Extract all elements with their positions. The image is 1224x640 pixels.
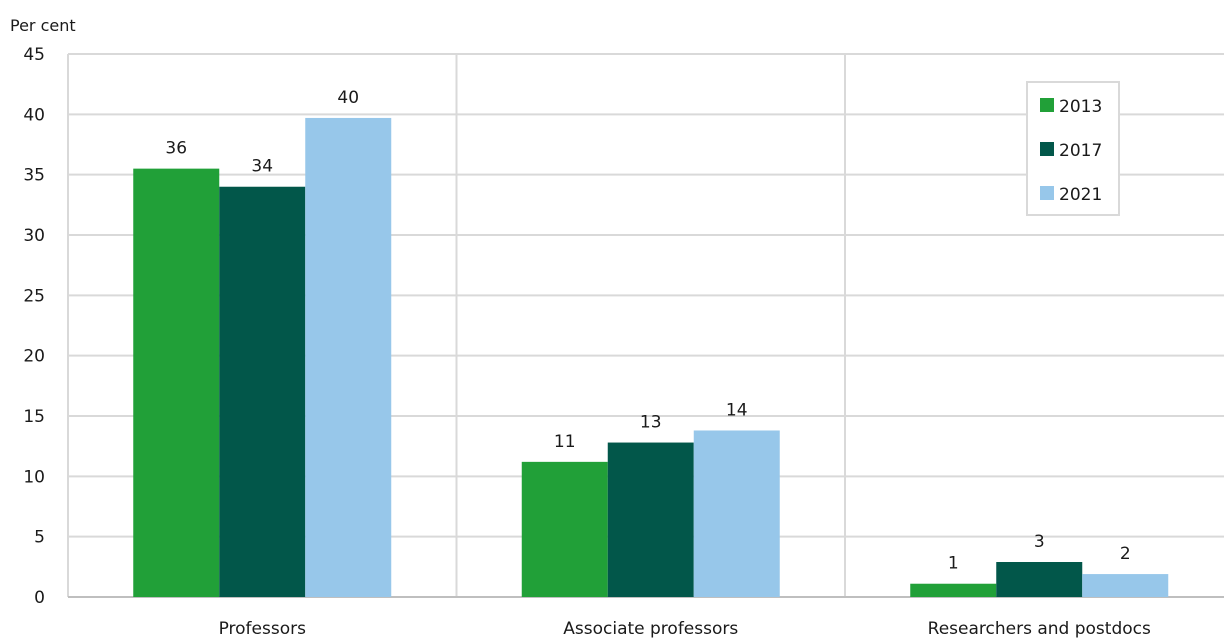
data-label-2021-0: 40 (337, 88, 359, 108)
bars (133, 117, 1169, 597)
data-label-2013-2: 1 (948, 554, 959, 574)
data-label-2013-0: 36 (165, 139, 187, 159)
bar-2013-1 (521, 461, 608, 597)
y-tick-label: 5 (34, 528, 45, 548)
y-axis-unit-label: Per cent (10, 16, 76, 35)
y-tick-label: 25 (23, 286, 45, 306)
y-tick-label: 35 (23, 166, 45, 186)
legend-swatch-2021 (1040, 186, 1054, 200)
legend: 2013 2017 2021 (1026, 81, 1120, 216)
y-tick-label: 15 (23, 407, 45, 427)
bar-2021-2 (1082, 574, 1169, 597)
data-label-2021-2: 2 (1120, 544, 1131, 564)
category-label: Professors (219, 619, 307, 639)
data-label-2021-1: 14 (726, 400, 748, 420)
y-tick-label: 40 (23, 105, 45, 125)
category-label: Researchers and postdocs (928, 619, 1151, 639)
legend-label-2021: 2021 (1059, 185, 1102, 205)
bar-2021-1 (693, 430, 780, 597)
data-label-2013-1: 11 (554, 432, 576, 452)
data-label-2017-1: 13 (640, 413, 662, 433)
legend-label-2017: 2017 (1059, 141, 1102, 161)
y-tick-label: 0 (34, 588, 45, 608)
bar-2017-0 (219, 186, 306, 597)
bar-2013-2 (910, 583, 997, 597)
bar-2017-2 (996, 562, 1083, 597)
y-tick-label: 45 (23, 45, 45, 65)
legend-label-2013: 2013 (1059, 97, 1102, 117)
data-label-2017-2: 3 (1034, 532, 1045, 552)
y-tick-label: 10 (23, 467, 45, 487)
y-axis-tick-labels: 0 5 10 15 20 25 30 35 40 45 (23, 45, 45, 608)
data-label-2017-0: 34 (251, 157, 273, 177)
bar-2013-0 (133, 168, 220, 597)
legend-swatch-2017 (1040, 142, 1054, 156)
y-tick-label: 20 (23, 347, 45, 367)
legend-swatch-2013 (1040, 98, 1054, 112)
category-label: Associate professors (563, 619, 738, 639)
y-tick-label: 30 (23, 226, 45, 246)
x-axis-category-labels: Professors Associate professors Researcher… (219, 619, 1151, 639)
bar-2017-1 (607, 442, 694, 597)
bar-2021-0 (305, 117, 392, 597)
